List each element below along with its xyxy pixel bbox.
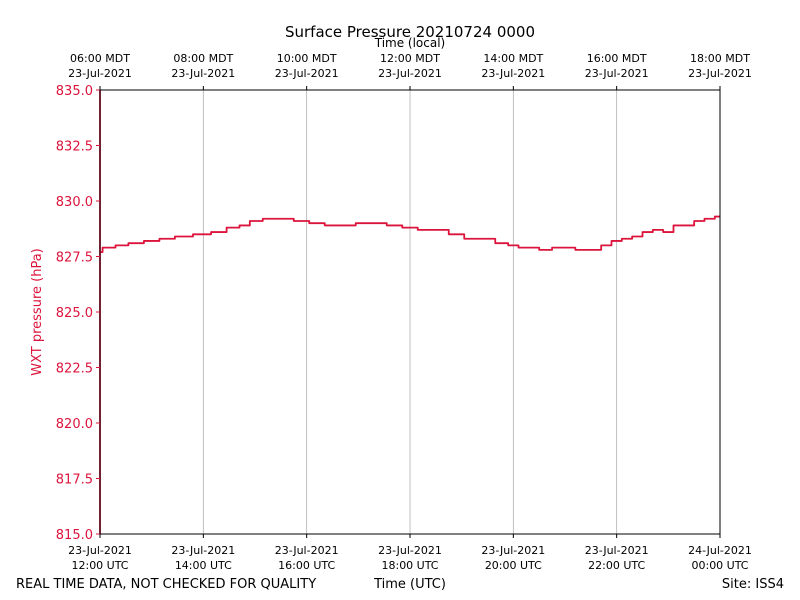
- y-tick-label: 825.0: [56, 306, 93, 321]
- chart-title: Surface Pressure 20210724 0000: [285, 23, 535, 41]
- x-tick-time: 16:00 UTC: [278, 559, 335, 572]
- x-axis-utc: 23-Jul-2021 12:00 UTC 23-Jul-2021 14:00 UTC…: [68, 534, 752, 572]
- pressure-series-line: [99, 90, 720, 535]
- x-tick-time: 20:00 UTC: [485, 559, 542, 572]
- y-tick-label: 830.0: [56, 195, 93, 210]
- series-layer: [99, 90, 720, 535]
- x2-tick-time: 08:00 MDT: [173, 52, 233, 65]
- quality-note: REAL TIME DATA, NOT CHECKED FOR QUALITY: [16, 577, 316, 592]
- x2-tick-time: 14:00 MDT: [483, 52, 543, 65]
- x2-tick-date: 23-Jul-2021: [378, 67, 442, 80]
- y-tick-label: 815.0: [56, 528, 93, 543]
- x-axis-label: Time (UTC): [373, 577, 446, 592]
- x-axis-local: 06:00 MDT 23-Jul-2021 08:00 MDT 23-Jul-2021…: [68, 52, 752, 90]
- x-tick-time: 18:00 UTC: [381, 559, 438, 572]
- y-axis-label: WXT pressure (hPa): [30, 248, 45, 376]
- x2-tick-date: 23-Jul-2021: [171, 67, 235, 80]
- x2-tick-time: 06:00 MDT: [70, 52, 130, 65]
- x-tick-time: 22:00 UTC: [588, 559, 645, 572]
- x2-tick-date: 23-Jul-2021: [688, 67, 752, 80]
- x2-tick-time: 10:00 MDT: [277, 52, 337, 65]
- x-tick-date: 24-Jul-2021: [688, 544, 752, 557]
- x-tick-date: 23-Jul-2021: [68, 544, 132, 557]
- x2-tick-date: 23-Jul-2021: [481, 67, 545, 80]
- x2-tick-date: 23-Jul-2021: [275, 67, 339, 80]
- x2-axis-label: Time (local): [374, 36, 446, 50]
- y-tick-label: 817.5: [56, 473, 93, 488]
- y-tick-label: 827.5: [56, 251, 93, 266]
- x-tick-date: 23-Jul-2021: [171, 544, 235, 557]
- x-tick-date: 23-Jul-2021: [585, 544, 649, 557]
- x2-tick-time: 18:00 MDT: [690, 52, 750, 65]
- y-axis: 815.0 817.5 820.0 822.5 825.0 827.5 830.0 832.5…: [56, 84, 100, 543]
- grid-lines: [202, 90, 618, 534]
- x-tick-date: 23-Jul-2021: [481, 544, 545, 557]
- x2-tick-date: 23-Jul-2021: [68, 67, 132, 80]
- x-tick-date: 23-Jul-2021: [275, 544, 339, 557]
- site-label: Site: ISS4: [722, 577, 784, 592]
- x2-tick-date: 23-Jul-2021: [585, 67, 649, 80]
- x-tick-time: 14:00 UTC: [175, 559, 232, 572]
- y-tick-label: 820.0: [56, 417, 93, 432]
- x2-tick-time: 12:00 MDT: [380, 52, 440, 65]
- x-tick-time: 12:00 UTC: [71, 559, 128, 572]
- x2-tick-time: 16:00 MDT: [587, 52, 647, 65]
- y-tick-label: 832.5: [56, 140, 93, 155]
- y-tick-label: 835.0: [56, 84, 93, 99]
- x-tick-time: 00:00 UTC: [691, 559, 748, 572]
- y-tick-label: 822.5: [56, 362, 93, 377]
- x-tick-date: 23-Jul-2021: [378, 544, 442, 557]
